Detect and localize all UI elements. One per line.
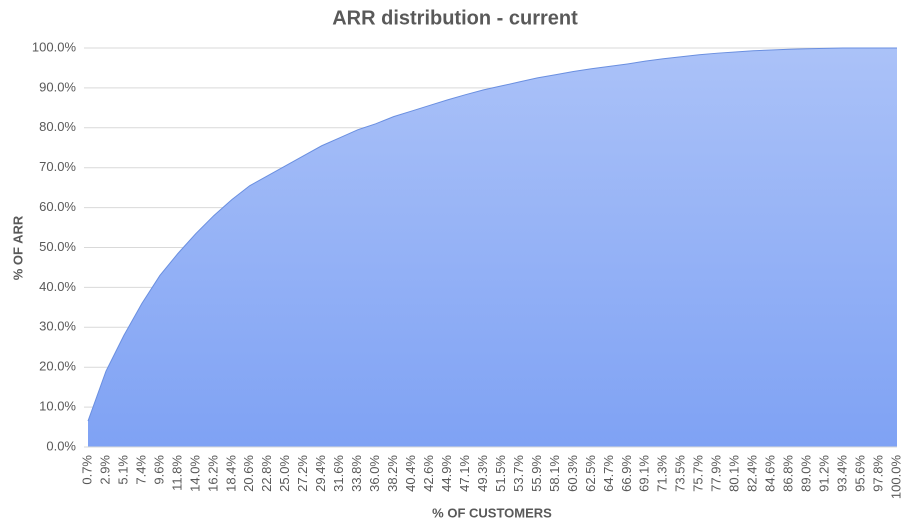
- x-tick-label: 75.7%: [691, 455, 706, 492]
- y-tick-label: 10.0%: [39, 399, 76, 414]
- y-tick-label: 80.0%: [39, 119, 76, 134]
- chart-title: ARR distribution - current: [332, 7, 578, 29]
- x-tick-label: 80.1%: [727, 455, 742, 492]
- x-tick-label: 40.4%: [403, 455, 418, 492]
- x-tick-label: 2.9%: [97, 455, 112, 485]
- y-tick-label: 30.0%: [39, 319, 76, 334]
- x-tick-label: 91.2%: [817, 455, 832, 492]
- x-tick-label: 14.0%: [187, 455, 202, 492]
- x-tick-label: 64.7%: [601, 455, 616, 492]
- x-tick-label: 100.0%: [888, 455, 903, 500]
- x-tick-label: 20.6%: [241, 455, 256, 492]
- x-tick-label: 97.8%: [870, 455, 885, 492]
- x-tick-label: 77.9%: [709, 455, 724, 492]
- x-tick-label: 9.6%: [151, 455, 166, 485]
- y-tick-label: 90.0%: [39, 79, 76, 94]
- x-tick-label: 5.1%: [115, 455, 130, 485]
- y-tick-label: 0.0%: [46, 438, 76, 453]
- x-tick-label: 38.2%: [385, 455, 400, 492]
- x-tick-label: 7.4%: [133, 455, 148, 485]
- x-tick-label: 86.8%: [781, 455, 796, 492]
- x-tick-label: 27.2%: [295, 455, 310, 492]
- x-tick-label: 44.9%: [439, 455, 454, 492]
- area-line: [87, 47, 897, 422]
- x-tick-label: 11.8%: [169, 455, 184, 491]
- y-tick-label: 20.0%: [39, 359, 76, 374]
- x-tick-label: 55.9%: [529, 455, 544, 492]
- x-tick-label: 16.2%: [205, 455, 220, 492]
- x-tick-label: 82.4%: [745, 455, 760, 492]
- x-tick-label: 53.7%: [511, 455, 526, 492]
- x-tick-label: 22.8%: [259, 455, 274, 492]
- x-tick-label: 25.0%: [277, 455, 292, 492]
- y-tick-label: 40.0%: [39, 279, 76, 294]
- x-tick-label: 33.8%: [349, 455, 364, 492]
- y-tick-label: 60.0%: [39, 199, 76, 214]
- x-tick-label: 60.3%: [565, 455, 580, 492]
- x-tick-label: 51.5%: [493, 455, 508, 492]
- x-tick-label: 47.1%: [457, 455, 472, 492]
- x-tick-label: 66.9%: [619, 455, 634, 492]
- x-tick-label: 62.5%: [583, 455, 598, 492]
- y-tick-label: 50.0%: [39, 239, 76, 254]
- x-tick-label: 49.3%: [475, 455, 490, 492]
- x-tick-label: 0.7%: [79, 455, 94, 485]
- x-tick-label: 89.0%: [799, 455, 814, 492]
- y-tick-label: 100.0%: [32, 39, 77, 54]
- x-tick-label: 95.6%: [852, 455, 867, 492]
- x-tick-label: 29.4%: [313, 455, 328, 492]
- x-tick-label: 31.6%: [331, 455, 346, 492]
- x-tick-label: 93.4%: [835, 455, 850, 492]
- x-tick-label: 58.1%: [547, 455, 562, 492]
- x-tick-label: 42.6%: [421, 455, 436, 492]
- x-tick-label: 36.0%: [367, 455, 382, 492]
- x-axis-title: % OF CUSTOMERS: [432, 505, 552, 520]
- x-tick-label: 73.5%: [673, 455, 688, 492]
- area-fill: [88, 48, 897, 447]
- x-tick-label: 18.4%: [223, 455, 238, 492]
- x-tick-label: 84.6%: [763, 455, 778, 492]
- x-tick-label: 71.3%: [655, 455, 670, 492]
- y-axis-title: % OF ARR: [10, 215, 25, 280]
- y-tick-label: 70.0%: [39, 159, 76, 174]
- x-tick-label: 69.1%: [637, 455, 652, 492]
